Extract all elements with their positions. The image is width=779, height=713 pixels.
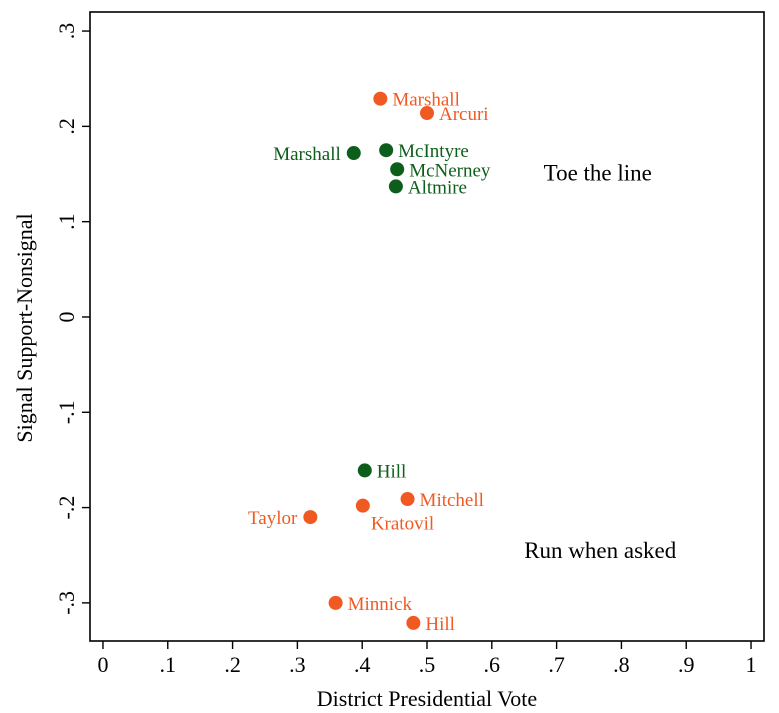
data-point — [373, 91, 388, 106]
y-tick-label: .3 — [54, 23, 79, 40]
y-tick-label: -.3 — [54, 591, 79, 615]
x-tick-label: 0 — [97, 652, 108, 677]
data-point — [400, 491, 415, 506]
point-label: Hill — [377, 461, 407, 482]
data-point — [390, 162, 405, 177]
point-label: Marshall — [392, 90, 460, 111]
annotations: Toe the line Run when asked — [524, 161, 677, 563]
point-label: Altmire — [408, 177, 467, 198]
y-axis: .3 .2 .1 0 -.1 -.2 -.3 — [54, 23, 90, 615]
x-tick-label: .1 — [160, 652, 177, 677]
x-axis-title: District Presidential Vote — [317, 686, 537, 711]
x-tick-label: .6 — [484, 652, 501, 677]
x-tick-label: .7 — [548, 652, 565, 677]
y-tick-label: 0 — [54, 311, 79, 322]
data-point — [388, 179, 403, 194]
x-axis: 0 .1 .2 .3 .4 .5 .6 .7 .8 .9 1 — [97, 641, 757, 677]
data-point — [303, 510, 318, 525]
x-tick-label: .8 — [613, 652, 630, 677]
y-tick-label: .1 — [54, 213, 79, 230]
data-point — [346, 146, 361, 161]
point-label: Minnick — [348, 594, 413, 615]
data-point — [355, 498, 370, 513]
point-label: Kratovil — [371, 514, 434, 535]
y-tick-label: .2 — [54, 118, 79, 135]
point-label: McIntyre — [398, 141, 469, 162]
point-label: Hill — [425, 614, 455, 635]
x-tick-label: .2 — [224, 652, 241, 677]
data-point — [357, 463, 372, 478]
x-tick-label: 1 — [746, 652, 757, 677]
x-tick-label: .3 — [289, 652, 306, 677]
x-tick-label: .5 — [419, 652, 436, 677]
x-tick-label: .4 — [354, 652, 371, 677]
x-tick-label: .9 — [678, 652, 695, 677]
point-label: McNerney — [409, 160, 491, 181]
data-point — [406, 615, 421, 630]
annotation-text: Toe the line — [544, 161, 652, 186]
y-tick-label: -.1 — [54, 400, 79, 424]
data-point — [420, 106, 434, 121]
annotation-text: Run when asked — [524, 538, 677, 563]
data-point — [379, 143, 394, 158]
point-label: Taylor — [248, 508, 298, 529]
y-tick-label: -.2 — [54, 496, 79, 520]
point-label: Arcuri — [439, 104, 489, 125]
data-point — [328, 595, 343, 610]
point-label: Mitchell — [420, 490, 484, 511]
point-label: Marshall — [273, 144, 341, 165]
y-axis-title: Signal Support-Nonsignal — [12, 213, 37, 442]
